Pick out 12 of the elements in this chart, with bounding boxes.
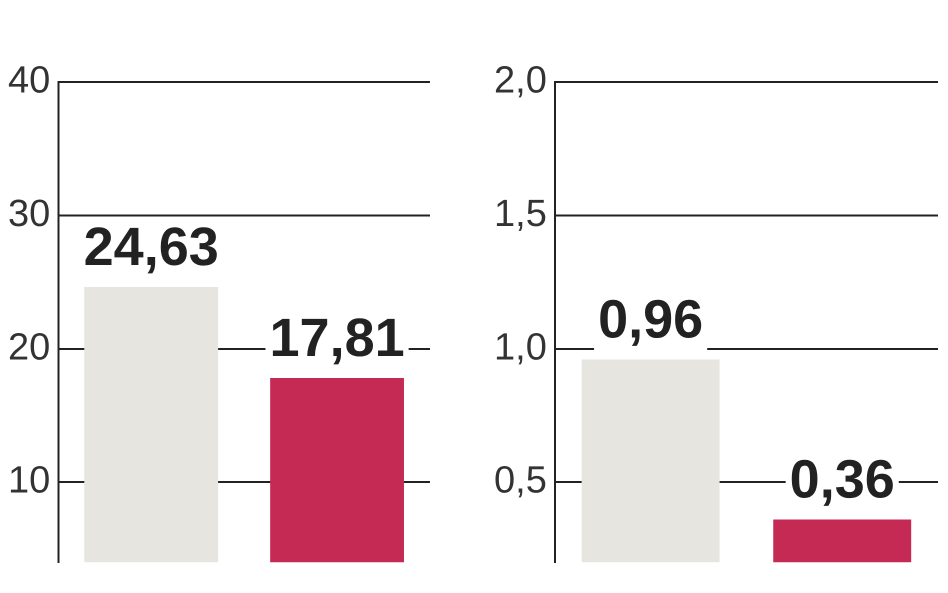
data-label: 24,63	[84, 216, 219, 277]
y-tick-label: 10	[8, 460, 50, 502]
data-label: 17,81	[269, 308, 405, 368]
y-tick-label: 0,5	[494, 460, 547, 502]
y-tick-label: 2,0	[494, 59, 547, 102]
data-label: 0,96	[598, 289, 704, 350]
y-tick-label: 1,5	[494, 192, 547, 235]
data-label: 0,36	[790, 449, 895, 510]
y-tick-label: 30	[8, 192, 50, 235]
y-tick-label: 40	[8, 59, 50, 102]
y-tick-label: 20	[8, 326, 50, 368]
y-tick-label: 1,0	[494, 326, 547, 368]
